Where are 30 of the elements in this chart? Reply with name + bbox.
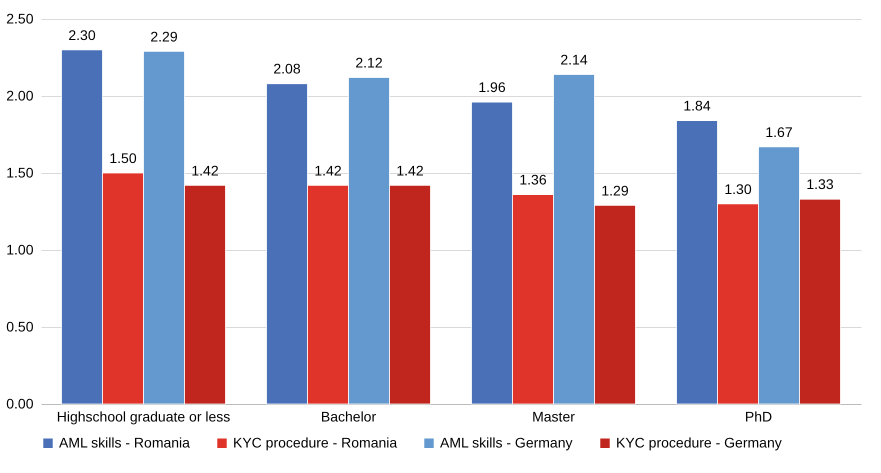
data-label: 2.08 (273, 60, 301, 77)
data-label: 1.42 (396, 162, 424, 178)
data-label: 1.30 (724, 180, 752, 197)
y-tick-label: 1.50 (6, 164, 34, 180)
legend-label: KYC procedure - Romania (233, 434, 398, 450)
data-label: 1.67 (765, 124, 793, 140)
data-label: 1.50 (109, 150, 137, 166)
y-tick-label: 2.00 (6, 88, 34, 104)
data-label: 2.12 (355, 54, 383, 71)
legend-label: KYC procedure - Germany (616, 434, 782, 450)
data-label: 2.30 (68, 26, 96, 43)
y-tick-label: 0.00 (6, 396, 34, 412)
x-tick-label: Bachelor (320, 408, 376, 424)
y-tick-label: 1.00 (6, 242, 34, 258)
y-tick-label: 0.50 (6, 318, 34, 334)
data-label: 1.42 (314, 162, 342, 178)
data-label: 2.29 (150, 28, 178, 44)
y-tick-label: 2.50 (6, 10, 34, 26)
data-label: 1.29 (601, 182, 629, 198)
x-tick-label: Master (532, 408, 576, 424)
x-tick-label: Highschool graduate or less (56, 408, 230, 424)
data-label: 1.96 (478, 79, 506, 96)
x-tick-label: PhD (744, 408, 772, 424)
legend-label: AML skills - Romania (59, 434, 190, 450)
data-label: 1.36 (519, 172, 547, 188)
data-label: 1.33 (806, 176, 834, 192)
data-label: 2.14 (560, 51, 588, 68)
data-label: 1.84 (683, 98, 711, 114)
data-label: 1.42 (191, 162, 219, 178)
legend-label: AML skills - Germany (440, 434, 573, 450)
